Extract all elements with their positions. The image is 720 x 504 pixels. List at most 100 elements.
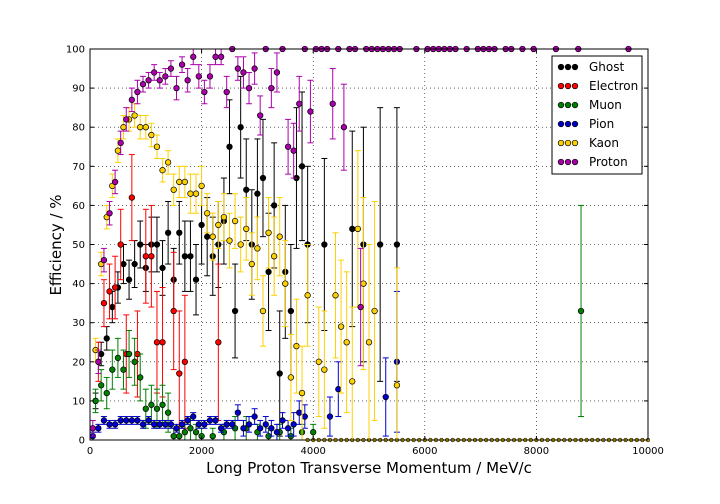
- x-axis-label: Long Proton Transverse Momentum / MeV/c: [206, 459, 532, 477]
- data-point: [273, 429, 281, 436]
- data-point: [321, 366, 328, 373]
- data-point: [223, 88, 230, 96]
- data-point: [176, 178, 183, 186]
- legend-label: Pion: [589, 117, 614, 131]
- legend-marker: [571, 158, 579, 166]
- x-axis-ticks: 0 2000 4000 6000 8000 10000: [87, 49, 664, 457]
- data-point: [254, 245, 261, 252]
- data-point: [237, 124, 244, 131]
- legend-marker: [571, 120, 579, 128]
- data-point: [128, 194, 136, 201]
- data-point: [254, 190, 261, 197]
- data-point: [273, 69, 281, 76]
- y-tick-label: 30: [72, 318, 85, 329]
- data-point: [204, 210, 211, 217]
- data-point: [167, 65, 175, 72]
- data-point: [262, 421, 269, 428]
- data-point: [134, 417, 141, 424]
- data-point: [120, 260, 127, 268]
- legend-marker: [557, 158, 565, 166]
- data-point: [137, 374, 144, 381]
- y-tick-label: 80: [72, 123, 85, 134]
- data-point: [215, 339, 222, 346]
- data-point: [231, 307, 239, 315]
- legend-marker: [557, 82, 565, 90]
- data-point: [184, 417, 191, 424]
- data-point: [106, 210, 113, 217]
- data-point: [164, 159, 172, 166]
- data-point: [357, 303, 364, 311]
- x-tick-label: 10000: [632, 446, 664, 457]
- data-point: [270, 253, 278, 260]
- data-point: [100, 300, 108, 307]
- y-tick-label: 40: [72, 279, 85, 290]
- legend-marker: [571, 101, 579, 109]
- data-point: [220, 213, 228, 221]
- data-point: [265, 229, 272, 236]
- data-point: [282, 280, 289, 287]
- legend-marker: [564, 82, 572, 90]
- data-point: [178, 61, 186, 68]
- data-point: [187, 425, 194, 432]
- data-point: [103, 335, 110, 342]
- legend-marker: [564, 120, 572, 128]
- data-point: [287, 307, 295, 315]
- data-point: [89, 425, 96, 432]
- data-point: [349, 225, 356, 233]
- data-point: [176, 229, 183, 236]
- data-point: [337, 323, 345, 330]
- data-point: [128, 96, 136, 103]
- data-point: [206, 417, 214, 424]
- data-point: [120, 366, 127, 373]
- data-point: [245, 84, 253, 92]
- legend-label: Electron: [589, 79, 638, 93]
- legend-marker: [564, 101, 572, 109]
- data-point: [123, 116, 130, 123]
- data-point: [142, 124, 149, 131]
- data-point: [109, 303, 116, 311]
- data-point: [184, 77, 191, 84]
- data-point: [195, 73, 202, 80]
- data-point: [332, 292, 339, 299]
- data-point: [276, 370, 283, 377]
- data-point: [349, 378, 356, 385]
- data-point: [265, 268, 272, 276]
- y-tick-label: 10: [72, 396, 85, 407]
- x-tick-label: 6000: [412, 446, 437, 457]
- data-point: [103, 389, 110, 397]
- y-tick-label: 50: [72, 240, 85, 251]
- data-point: [310, 429, 317, 436]
- data-point: [321, 241, 328, 248]
- data-point: [153, 405, 161, 412]
- data-point: [120, 124, 127, 131]
- data-point: [153, 241, 161, 248]
- data-point: [111, 284, 119, 291]
- series-electron: [95, 154, 222, 437]
- data-point: [304, 292, 311, 299]
- data-point: [114, 354, 122, 362]
- data-point: [142, 405, 149, 412]
- y-axis-ticks: 0 10 20 30 40 50 60 70 80 90 100: [66, 45, 648, 447]
- data-point: [335, 386, 342, 393]
- series-proton: [89, 45, 632, 437]
- y-tick-label: 0: [79, 436, 85, 447]
- data-point: [159, 167, 166, 174]
- data-point: [577, 307, 585, 315]
- data-point: [287, 374, 295, 381]
- data-point: [204, 233, 211, 240]
- data-point: [153, 339, 161, 346]
- data-point: [371, 307, 378, 315]
- data-point: [240, 69, 247, 76]
- data-point: [365, 339, 373, 346]
- data-point: [114, 147, 122, 154]
- data-point: [223, 421, 230, 428]
- legend-marker: [571, 82, 579, 90]
- data-point: [190, 413, 197, 420]
- data-point: [137, 124, 144, 131]
- data-point: [137, 241, 144, 248]
- data-point: [162, 73, 169, 80]
- data-point: [148, 253, 155, 260]
- legend-marker: [564, 63, 572, 71]
- data-point: [212, 53, 219, 60]
- data-point: [192, 276, 200, 283]
